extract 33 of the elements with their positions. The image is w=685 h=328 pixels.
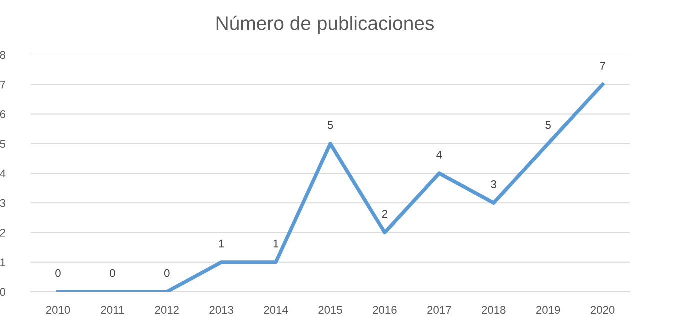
data-label: 1 [219, 240, 224, 248]
y-tick-label: 6 [0, 110, 6, 118]
x-tick-label: 2018 [482, 306, 506, 314]
y-tick-label: 7 [0, 81, 6, 89]
y-tick-label: 1 [0, 258, 6, 266]
x-tick-label: 2020 [590, 306, 615, 314]
x-tick-label: 2014 [264, 306, 288, 314]
data-label: 4 [436, 151, 442, 159]
x-tick-label: 2017 [428, 306, 452, 314]
line-series [56, 82, 605, 292]
y-tick-label: 8 [0, 51, 6, 60]
y-tick-label: 3 [0, 199, 6, 208]
chart-title: Número de publicaciones [216, 16, 434, 34]
y-tick-label: 0 [0, 288, 6, 296]
data-label: 0 [164, 269, 170, 278]
data-label: 0 [56, 269, 61, 278]
x-tick-label: 2015 [318, 306, 342, 314]
x-tick-label: 2013 [210, 306, 234, 314]
y-tick-label: 5 [0, 140, 6, 148]
x-tick-label: 2011 [101, 306, 124, 314]
y-tick-label: 4 [0, 170, 6, 178]
data-label: 7 [600, 62, 606, 70]
data-label: 0 [110, 269, 116, 278]
data-label: 5 [328, 121, 334, 130]
data-label: 1 [274, 240, 279, 248]
x-tick-label: 2010 [46, 306, 70, 314]
y-tick-label: 2 [0, 229, 6, 237]
x-tick-label: 2019 [536, 306, 560, 314]
data-label: 3 [491, 180, 496, 188]
x-tick-label: 2012 [155, 306, 179, 314]
data-label: 5 [546, 121, 551, 130]
data-label: 2 [382, 210, 388, 218]
x-tick-label: 2016 [373, 306, 397, 314]
